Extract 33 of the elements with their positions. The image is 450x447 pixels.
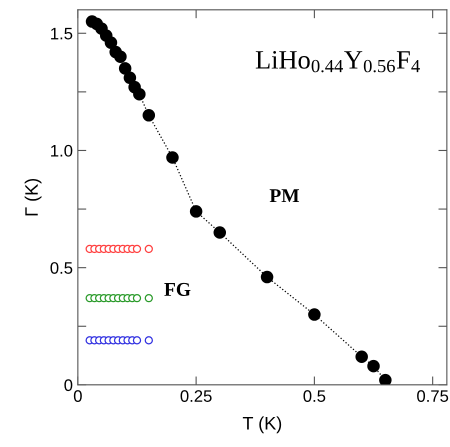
y-tick-label: 0.5 — [50, 262, 72, 274]
point — [104, 36, 118, 49]
x-tick-label: 0.25 — [180, 390, 212, 402]
annotation: LiHo$_{0.44}$Y$_{0.56}$F$_{4}$ — [256, 51, 420, 72]
point — [132, 244, 142, 254]
point — [355, 350, 368, 363]
annotation: PM — [270, 189, 300, 202]
point — [379, 374, 392, 385]
x-tick-label: 0 — [74, 390, 82, 402]
point — [144, 244, 153, 254]
point — [124, 72, 136, 84]
y-tick-label: 1.5 — [51, 28, 72, 40]
point — [144, 336, 153, 344]
x-tick-label: 0.5 — [303, 390, 326, 402]
annotation: FG — [164, 282, 190, 296]
point — [142, 109, 156, 122]
x-axis-title: T (K) — [242, 416, 282, 434]
point — [190, 205, 202, 218]
point — [367, 360, 380, 372]
x-tick-label: 0.75 — [417, 390, 448, 402]
y-tick-label: 0 — [64, 379, 72, 392]
point — [214, 226, 226, 239]
point — [133, 88, 146, 100]
point — [132, 336, 142, 344]
y-tick-label: 1.0 — [51, 144, 72, 157]
point — [144, 294, 153, 302]
point — [308, 308, 321, 321]
y-axis-title: Γ (K) — [24, 178, 42, 216]
point — [114, 50, 127, 63]
point — [166, 151, 179, 164]
point — [260, 270, 274, 284]
point — [118, 62, 132, 75]
point — [132, 294, 142, 302]
